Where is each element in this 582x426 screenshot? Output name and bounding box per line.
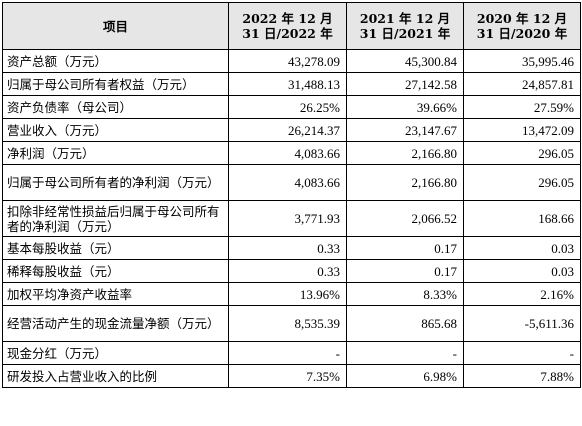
- value-2022: 31,488.13: [228, 72, 347, 96]
- value-2021: 8.33%: [346, 282, 464, 306]
- value-2020: 24,857.81: [463, 72, 581, 96]
- value-2020: 27.59%: [463, 95, 581, 119]
- row-label: 基本每股收益（元）: [2, 236, 229, 260]
- value-2020: 168.66: [463, 200, 581, 237]
- table-row: 研发投入占营业收入的比例 7.35% 6.98% 7.88%: [2, 364, 581, 388]
- row-label: 现金分红（万元）: [2, 341, 229, 365]
- row-label: 归属于母公司所有者的净利润（万元）: [2, 164, 229, 201]
- value-2020: 296.05: [463, 164, 581, 201]
- table-row: 资产总额（万元） 43,278.09 45,300.84 35,995.46: [2, 49, 581, 73]
- financial-summary-table: 项目 2022 年 12 月 31 日/2022 年 2021 年 12 月 3…: [2, 2, 581, 388]
- value-2022: 3,771.93: [228, 200, 347, 237]
- value-2021: 45,300.84: [346, 49, 464, 73]
- header-2020: 2020 年 12 月 31 日/2020 年: [463, 2, 581, 50]
- row-label: 经营活动产生的现金流量净额（万元）: [2, 305, 229, 342]
- value-2020: 2.16%: [463, 282, 581, 306]
- header-2020-line1: 2020 年 12 月: [476, 11, 568, 26]
- table-row: 稀释每股收益（元） 0.33 0.17 0.03: [2, 259, 581, 283]
- value-2021: 39.66%: [346, 95, 464, 119]
- table-row: 扣除非经常性损益后归属于母公司所有者的净利润（万元） 3,771.93 2,06…: [2, 200, 581, 237]
- header-item: 项目: [2, 2, 229, 50]
- value-2020: 0.03: [463, 236, 581, 260]
- value-2022: 0.33: [228, 236, 347, 260]
- header-2021: 2021 年 12 月 31 日/2021 年: [346, 2, 464, 50]
- value-2022: 8,535.39: [228, 305, 347, 342]
- header-2022-line2: 31 日/2022 年: [242, 26, 333, 41]
- value-2021: 2,166.80: [346, 141, 464, 165]
- header-row: 项目 2022 年 12 月 31 日/2022 年 2021 年 12 月 3…: [2, 2, 581, 50]
- value-2021: 27,142.58: [346, 72, 464, 96]
- value-2021: 6.98%: [346, 364, 464, 388]
- table-row: 现金分红（万元） - - -: [2, 341, 581, 365]
- row-label: 研发投入占营业收入的比例: [2, 364, 229, 388]
- header-item-label: 项目: [102, 18, 128, 34]
- value-2022: 26,214.37: [228, 118, 347, 142]
- header-2022-line1: 2022 年 12 月: [242, 11, 333, 26]
- table-row: 营业收入（万元） 26,214.37 23,147.67 13,472.09: [2, 118, 581, 142]
- value-2022: 7.35%: [228, 364, 347, 388]
- row-label: 归属于母公司所有者权益（万元）: [2, 72, 229, 96]
- value-2020: 296.05: [463, 141, 581, 165]
- row-label: 扣除非经常性损益后归属于母公司所有者的净利润（万元）: [2, 200, 229, 237]
- header-2021-line1: 2021 年 12 月: [359, 11, 451, 26]
- value-2020: -5,611.36: [463, 305, 581, 342]
- value-2020: 0.03: [463, 259, 581, 283]
- row-label: 资产总额（万元）: [2, 49, 229, 73]
- row-label: 稀释每股收益（元）: [2, 259, 229, 283]
- value-2020: -: [463, 341, 581, 365]
- value-2022: 4,083.66: [228, 164, 347, 201]
- header-2021-line2: 31 日/2021 年: [359, 26, 451, 41]
- value-2021: 0.17: [346, 236, 464, 260]
- value-2021: 2,166.80: [346, 164, 464, 201]
- table-row: 归属于母公司所有者权益（万元） 31,488.13 27,142.58 24,8…: [2, 72, 581, 96]
- value-2022: 26.25%: [228, 95, 347, 119]
- row-label: 资产负债率（母公司）: [2, 95, 229, 119]
- table-row: 归属于母公司所有者的净利润（万元） 4,083.66 2,166.80 296.…: [2, 164, 581, 201]
- value-2022: 13.96%: [228, 282, 347, 306]
- value-2021: 23,147.67: [346, 118, 464, 142]
- value-2022: 43,278.09: [228, 49, 347, 73]
- table-row: 资产负债率（母公司） 26.25% 39.66% 27.59%: [2, 95, 581, 119]
- value-2020: 13,472.09: [463, 118, 581, 142]
- header-2022: 2022 年 12 月 31 日/2022 年: [228, 2, 347, 50]
- row-label: 净利润（万元）: [2, 141, 229, 165]
- value-2020: 7.88%: [463, 364, 581, 388]
- value-2022: 0.33: [228, 259, 347, 283]
- table-row: 净利润（万元） 4,083.66 2,166.80 296.05: [2, 141, 581, 165]
- row-label: 营业收入（万元）: [2, 118, 229, 142]
- table-row: 基本每股收益（元） 0.33 0.17 0.03: [2, 236, 581, 260]
- value-2021: 865.68: [346, 305, 464, 342]
- header-2020-line2: 31 日/2020 年: [476, 26, 568, 41]
- value-2022: 4,083.66: [228, 141, 347, 165]
- value-2021: 2,066.52: [346, 200, 464, 237]
- value-2020: 35,995.46: [463, 49, 581, 73]
- row-label: 加权平均净资产收益率: [2, 282, 229, 306]
- table-row: 加权平均净资产收益率 13.96% 8.33% 2.16%: [2, 282, 581, 306]
- value-2021: -: [346, 341, 464, 365]
- financial-table-container: 项目 2022 年 12 月 31 日/2022 年 2021 年 12 月 3…: [2, 2, 581, 388]
- table-row: 经营活动产生的现金流量净额（万元） 8,535.39 865.68 -5,611…: [2, 305, 581, 342]
- value-2021: 0.17: [346, 259, 464, 283]
- value-2022: -: [228, 341, 347, 365]
